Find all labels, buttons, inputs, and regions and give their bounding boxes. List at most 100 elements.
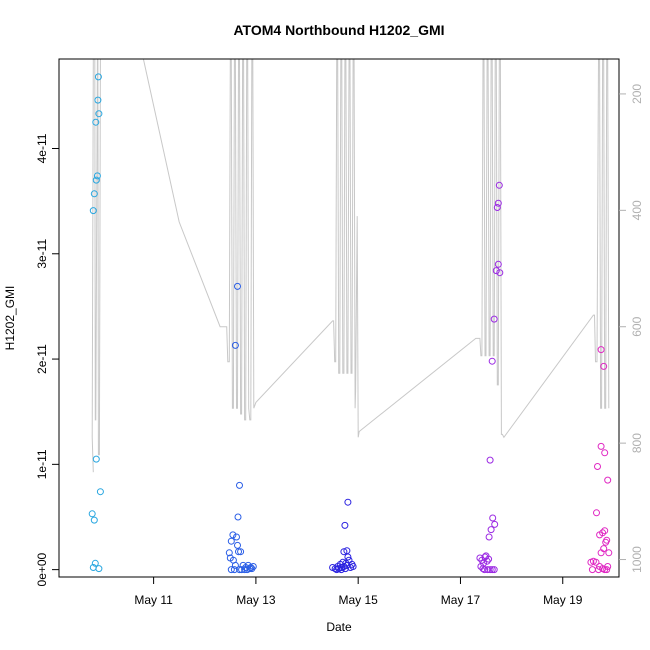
data-point	[225, 549, 233, 557]
y-tick-label: 0e+00	[35, 552, 49, 586]
y-axis-label: H1202_GMI	[3, 286, 17, 351]
y2-tick-label: 400	[630, 200, 644, 220]
data-point	[496, 269, 504, 277]
data-point	[337, 566, 345, 574]
data-point	[600, 545, 608, 553]
data-point	[604, 476, 612, 484]
data-point	[488, 566, 496, 574]
data-point	[94, 73, 102, 81]
data-point	[490, 315, 498, 323]
data-point	[605, 549, 613, 557]
data-point	[593, 509, 600, 517]
data-point	[343, 547, 351, 555]
data-point	[600, 362, 608, 370]
data-point	[485, 533, 493, 541]
data-point	[597, 346, 605, 354]
data-point	[241, 566, 249, 574]
x-tick-label: May 15	[338, 593, 378, 607]
scatter-points-layer	[88, 73, 613, 574]
data-point	[231, 341, 239, 349]
data-point	[92, 118, 100, 126]
data-point	[476, 554, 484, 562]
data-point	[594, 463, 601, 470]
data-point	[233, 533, 240, 541]
data-point	[90, 190, 98, 198]
x-tick-label: May 17	[441, 593, 481, 607]
data-point	[491, 520, 499, 528]
x-tick-label: May 11	[134, 593, 173, 607]
data-point	[95, 110, 103, 118]
data-point	[494, 260, 502, 268]
x-tick-label: May 13	[236, 593, 276, 607]
y2-tick-label: 200	[630, 84, 644, 104]
data-point	[235, 548, 242, 556]
data-point	[489, 514, 497, 522]
data-point	[236, 566, 243, 574]
data-point	[231, 561, 239, 569]
data-point	[92, 176, 100, 184]
data-point	[90, 516, 98, 524]
y2-tick-label: 1000	[630, 546, 644, 573]
y-tick-label: 2e-11	[35, 344, 49, 374]
data-point	[479, 565, 487, 573]
y2-tick-label: 800	[630, 433, 644, 453]
data-point	[88, 510, 96, 518]
data-point	[227, 566, 235, 574]
data-point	[603, 566, 611, 574]
data-point	[486, 456, 494, 464]
data-point	[94, 96, 102, 104]
data-point	[341, 521, 349, 529]
x-axis-label: Date	[326, 620, 352, 634]
y-axis: 0e+00 1e-11 2e-11 3e-11 4e-11	[35, 133, 59, 586]
y2-axis: 200 400 600 800 1000	[619, 84, 644, 573]
data-point	[483, 557, 491, 565]
data-point	[91, 559, 99, 567]
data-point	[230, 566, 238, 574]
data-point	[227, 537, 235, 545]
data-point	[92, 455, 100, 463]
data-point	[484, 566, 492, 574]
data-point	[495, 181, 503, 189]
data-point	[588, 566, 596, 574]
plot-frame	[58, 58, 620, 578]
pressure-line	[91, 58, 610, 473]
data-point	[236, 481, 243, 489]
data-point	[486, 566, 494, 574]
data-point	[488, 357, 496, 365]
data-point	[481, 553, 489, 561]
y-tick-label: 4e-11	[35, 133, 49, 163]
data-point	[333, 566, 341, 574]
data-point	[599, 529, 607, 537]
data-point	[601, 449, 609, 457]
data-point	[597, 442, 605, 450]
data-point	[95, 565, 103, 573]
data-point	[592, 558, 600, 566]
data-point	[234, 541, 241, 549]
data-point	[492, 267, 500, 275]
y2-tick-label: 600	[630, 316, 644, 336]
data-point	[246, 565, 254, 573]
data-point	[96, 488, 104, 496]
data-point	[237, 548, 245, 556]
data-point	[93, 172, 101, 180]
chart-title: ATOM4 Northbound H1202_GMI	[233, 22, 444, 38]
y-tick-label: 1e-11	[35, 449, 49, 479]
data-point	[89, 207, 97, 215]
data-point	[487, 526, 495, 534]
data-point	[490, 566, 498, 574]
x-tick-label: May 19	[543, 593, 583, 607]
data-point	[249, 563, 257, 570]
data-point	[485, 555, 493, 563]
data-point	[604, 563, 612, 570]
data-point	[234, 513, 242, 521]
data-point	[349, 563, 357, 570]
x-axis: May 11 May 13 May 15 May 17 May 19	[134, 577, 583, 607]
data-point	[344, 498, 352, 506]
pressure-line-layer	[91, 58, 610, 473]
data-point	[494, 199, 502, 207]
y-tick-label: 3e-11	[35, 239, 49, 269]
data-point	[601, 527, 609, 535]
data-point	[229, 531, 237, 539]
data-point	[603, 536, 611, 544]
